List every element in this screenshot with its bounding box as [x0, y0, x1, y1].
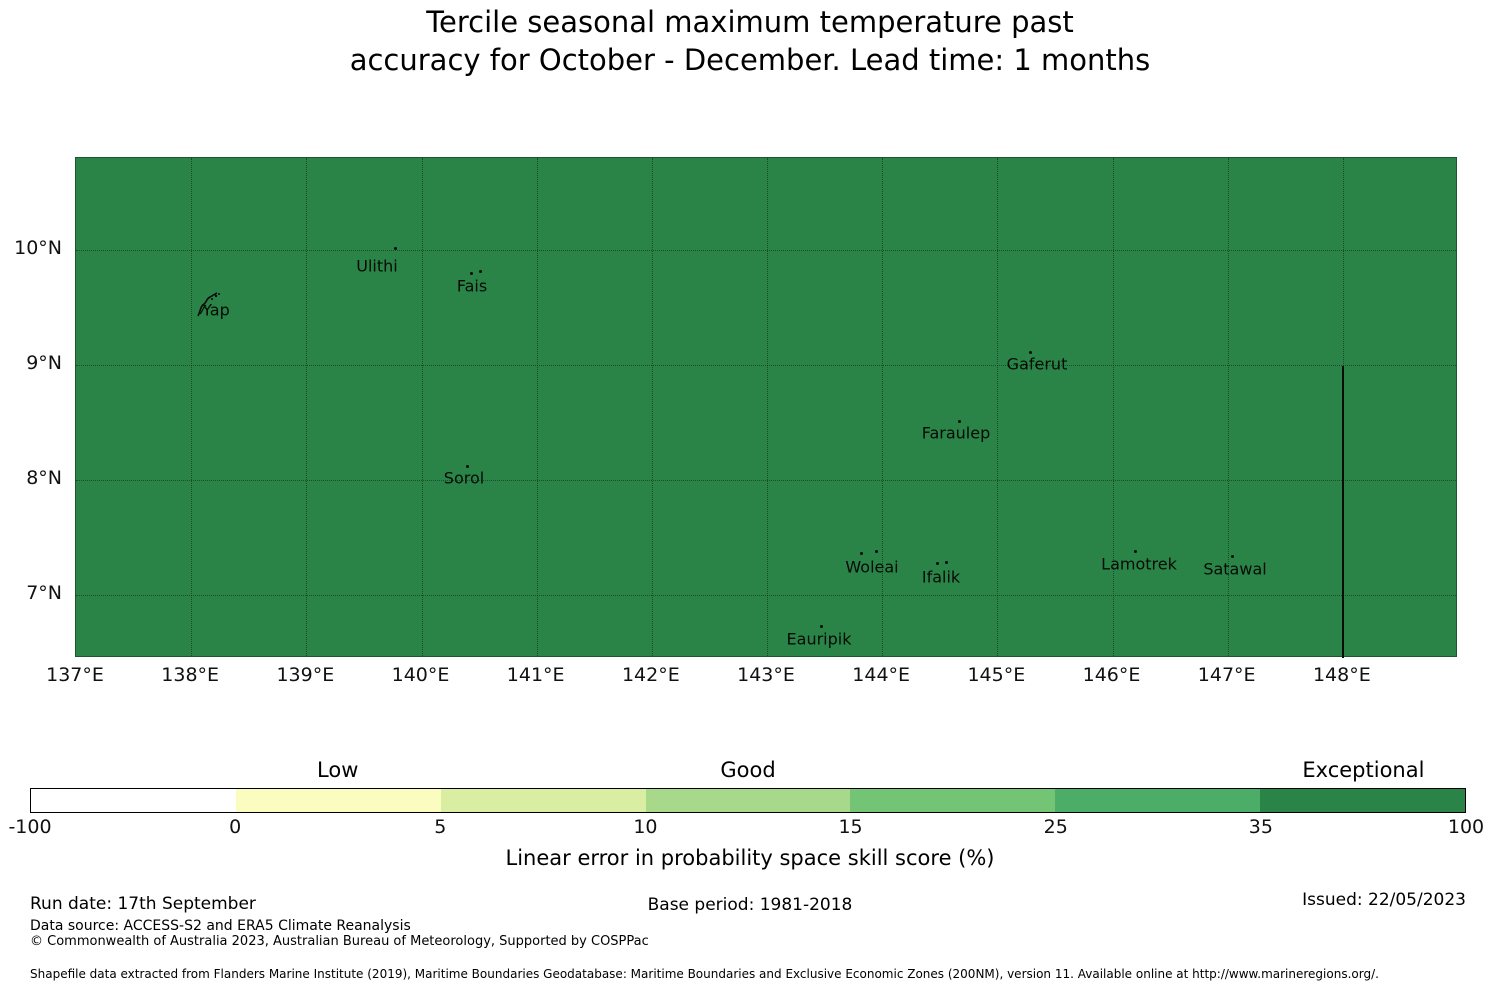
y-tick-label: 8°N — [26, 467, 62, 489]
x-tick-label: 139°E — [276, 664, 335, 686]
grid-line-vertical — [1227, 158, 1229, 656]
island-dot — [958, 420, 961, 423]
grid-line-vertical — [651, 158, 653, 656]
island-dot — [1231, 555, 1234, 558]
x-tick-label: 146°E — [1082, 664, 1141, 686]
x-tick-label: 143°E — [737, 664, 795, 686]
chart-title-line2: accuracy for October - December. Lead ti… — [349, 43, 1151, 77]
colorbar-tick-label: 100 — [1447, 816, 1485, 838]
colorbar-ticks: -100 0 5 10 15 25 35 100 — [8, 816, 1484, 840]
colorbar — [30, 788, 1466, 813]
island-dot — [860, 552, 863, 555]
colorbar-tick-label: 0 — [229, 816, 242, 838]
grid-line-vertical — [1112, 158, 1114, 656]
island-label: Eauripik — [786, 629, 852, 649]
x-tick-label: 148°E — [1312, 664, 1371, 686]
colorbar-tick-label: 35 — [1248, 816, 1273, 838]
x-tick-label: 140°E — [391, 664, 450, 686]
island-label: Ifalik — [921, 567, 961, 587]
yap-island-shape — [194, 290, 224, 320]
island-dot — [394, 247, 397, 250]
island-dot — [466, 465, 469, 468]
grid-line-horizontal — [76, 595, 1456, 596]
eez-boundary-line — [1342, 366, 1344, 658]
data-source-text: Data source: ACCESS-S2 and ERA5 Climate … — [30, 918, 411, 934]
x-tick-label: 137°E — [46, 664, 104, 686]
island-dot — [945, 561, 948, 564]
island-label: Satawal — [1203, 559, 1267, 579]
map-canvas: Yap Ulithi Fais Gaferut Faraulep Sorol Woleai I… — [75, 157, 1457, 658]
x-tick-label: 138°E — [161, 664, 220, 686]
island-label: Faraulep — [921, 423, 991, 443]
grid-line-horizontal — [76, 365, 1456, 366]
grid-line-vertical — [767, 158, 769, 656]
island-label: Yap — [202, 300, 230, 320]
y-tick-label: 10°N — [14, 237, 62, 259]
grid-line-vertical — [536, 158, 538, 656]
colorbar-tick-label: 25 — [1043, 816, 1068, 838]
colorbar-category-label: Exceptional — [1302, 758, 1425, 782]
colorbar-segment — [235, 789, 441, 812]
grid-line-horizontal — [76, 250, 1456, 251]
x-tick-label: 144°E — [852, 664, 911, 686]
y-tick-label: 9°N — [26, 352, 62, 374]
grid-line-vertical — [191, 158, 193, 656]
colorbar-segment — [1260, 789, 1466, 812]
x-tick-label: 142°E — [621, 664, 680, 686]
colorbar-axis-label: Linear error in probability space skill … — [505, 846, 995, 870]
grid-line-vertical — [882, 158, 884, 656]
colorbar-category-label: Good — [720, 758, 776, 782]
y-tick-label: 7°N — [26, 582, 62, 604]
chart-title: Tercile seasonal maximum temperature pas… — [0, 3, 1500, 79]
grid-line-vertical — [421, 158, 423, 656]
x-tick-label: 145°E — [967, 664, 1026, 686]
colorbar-segment — [645, 789, 851, 812]
colorbar-segment — [850, 789, 1056, 812]
grid-line-vertical — [997, 158, 999, 656]
base-period-text: Base period: 1981-2018 — [647, 895, 853, 915]
grid-line-horizontal — [76, 480, 1456, 481]
copyright-text: © Commonwealth of Australia 2023, Austra… — [30, 934, 649, 949]
colorbar-tick-label: -100 — [8, 816, 52, 838]
island-label: Ulithi — [356, 256, 398, 276]
colorbar-tick-label: 10 — [633, 816, 658, 838]
island-dot — [936, 562, 939, 565]
colorbar-tick-label: 5 — [434, 816, 447, 838]
x-tick-label: 141°E — [506, 664, 565, 686]
island-label: Lamotrek — [1101, 554, 1177, 574]
colorbar-segment — [31, 789, 236, 812]
island-label: Sorol — [443, 468, 485, 488]
island-label: Woleai — [845, 557, 899, 577]
shapefile-note-text: Shapefile data extracted from Flanders M… — [30, 967, 1379, 981]
island-label: Gaferut — [1006, 354, 1068, 374]
island-label: Fais — [456, 276, 488, 296]
island-dot — [875, 550, 878, 553]
island-dot — [1029, 351, 1032, 354]
colorbar-segment — [1055, 789, 1261, 812]
run-date-text: Run date: 17th September — [30, 894, 256, 914]
island-dot — [479, 270, 482, 273]
x-tick-label: 147°E — [1197, 664, 1256, 686]
colorbar-segment — [440, 789, 646, 812]
grid-line-vertical — [306, 158, 308, 656]
colorbar-tick-label: 15 — [838, 816, 863, 838]
chart-title-line1: Tercile seasonal maximum temperature pas… — [426, 5, 1074, 39]
island-dot — [470, 272, 473, 275]
colorbar-category-labels: Low Good Exceptional — [30, 758, 1466, 786]
island-dot — [820, 625, 823, 628]
island-dot — [1134, 550, 1137, 553]
issued-text: Issued: 22/05/2023 — [1302, 890, 1466, 910]
colorbar-category-label: Low — [317, 758, 359, 782]
